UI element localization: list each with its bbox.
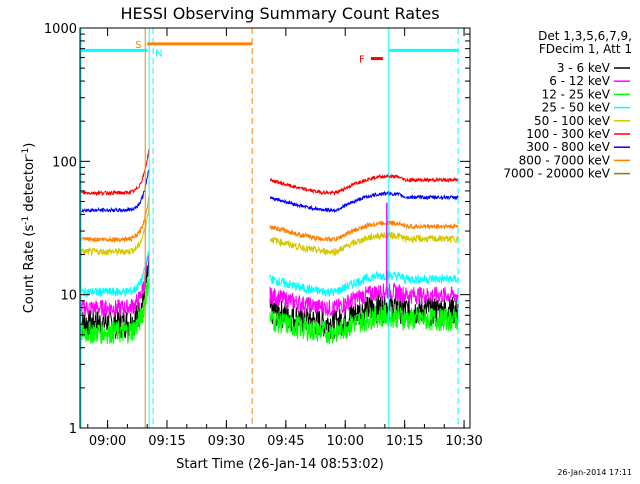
night-label: N: [155, 48, 162, 59]
plot-area: S N F: [79, 28, 459, 428]
x-tick-label-3: 09:45: [267, 434, 304, 449]
plot-frame: [79, 27, 471, 429]
legend-label-3: 25 - 50 keV: [542, 101, 611, 115]
series-line-3: [79, 251, 459, 298]
legend-label-6: 300 - 800 keV: [526, 140, 610, 154]
legend-label-1: 6 - 12 keV: [549, 74, 611, 88]
series-line-2: [79, 276, 459, 345]
legend-header-line-2: FDecim 1, Att 1: [539, 42, 632, 56]
legend-header-line-1: Det 1,3,5,6,7,9,: [538, 29, 632, 43]
y-tick-label-1: 10: [60, 289, 77, 304]
legend-label-7: 800 - 7000 keV: [519, 153, 611, 167]
legend-label-0: 3 - 6 keV: [557, 61, 611, 75]
legend-label-5: 100 - 300 keV: [526, 127, 610, 141]
x-tick-label-2: 09:30: [208, 434, 245, 449]
series-line-5: [79, 149, 459, 197]
x-tick-label-5: 10:15: [386, 434, 423, 449]
legend-label-2: 12 - 25 keV: [542, 87, 611, 101]
series-line-4: [79, 205, 459, 256]
x-tick-label-6: 10:30: [445, 434, 482, 449]
x-tick-label-4: 10:00: [327, 434, 364, 449]
series-line-7: [79, 196, 459, 244]
saa-label: S: [135, 40, 141, 51]
y-axis: 1 10 100 1000: [44, 22, 470, 437]
legend-label-4: 50 - 100 keV: [534, 114, 611, 128]
x-tick-label-1: 09:15: [148, 434, 185, 449]
x-tick-label-0: 09:00: [89, 434, 126, 449]
legend: Det 1,3,5,6,7,9, FDecim 1, Att 1 3 - 6 k…: [503, 29, 632, 181]
y-tick-label-3: 1000: [44, 22, 77, 37]
y-axis-label: Count Rate (s-1 detector-1): [21, 143, 37, 314]
chart-title: HESSI Observing Summary Count Rates: [120, 4, 439, 23]
x-axis: 09:00 09:15 09:30 09:45 10:00 10:15 10:30: [87, 28, 483, 449]
legend-label-8: 7000 - 20000 keV: [503, 167, 610, 181]
series-line-1: [79, 254, 459, 317]
flare-label: F: [359, 55, 365, 66]
timestamp: 26-Jan-2014 17:11: [557, 468, 632, 477]
series-line-6: [79, 169, 459, 214]
y-tick-label-0: 1: [69, 422, 77, 437]
y-tick-label-2: 100: [52, 155, 77, 170]
x-axis-label: Start Time (26-Jan-14 08:53:02): [176, 457, 384, 472]
